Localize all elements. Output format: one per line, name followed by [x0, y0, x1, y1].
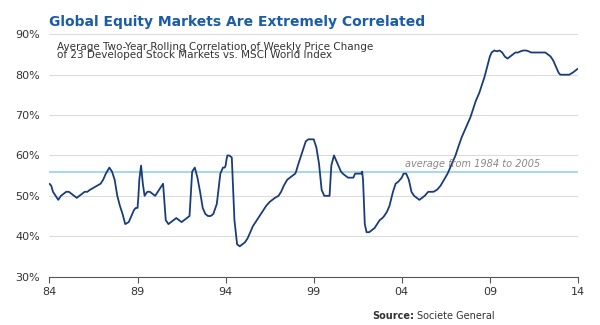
Text: Source:: Source: — [372, 311, 414, 321]
Text: of 23 Developed Stock Markets vs. MSCI World Index: of 23 Developed Stock Markets vs. MSCI W… — [56, 50, 332, 60]
Text: Societe General: Societe General — [417, 311, 494, 321]
Text: average from 1984 to 2005: average from 1984 to 2005 — [406, 159, 541, 169]
Text: Global Equity Markets Are Extremely Correlated: Global Equity Markets Are Extremely Corr… — [49, 15, 425, 29]
Text: Average Two-Year Rolling Correlation of Weekly Price Change: Average Two-Year Rolling Correlation of … — [56, 42, 373, 52]
